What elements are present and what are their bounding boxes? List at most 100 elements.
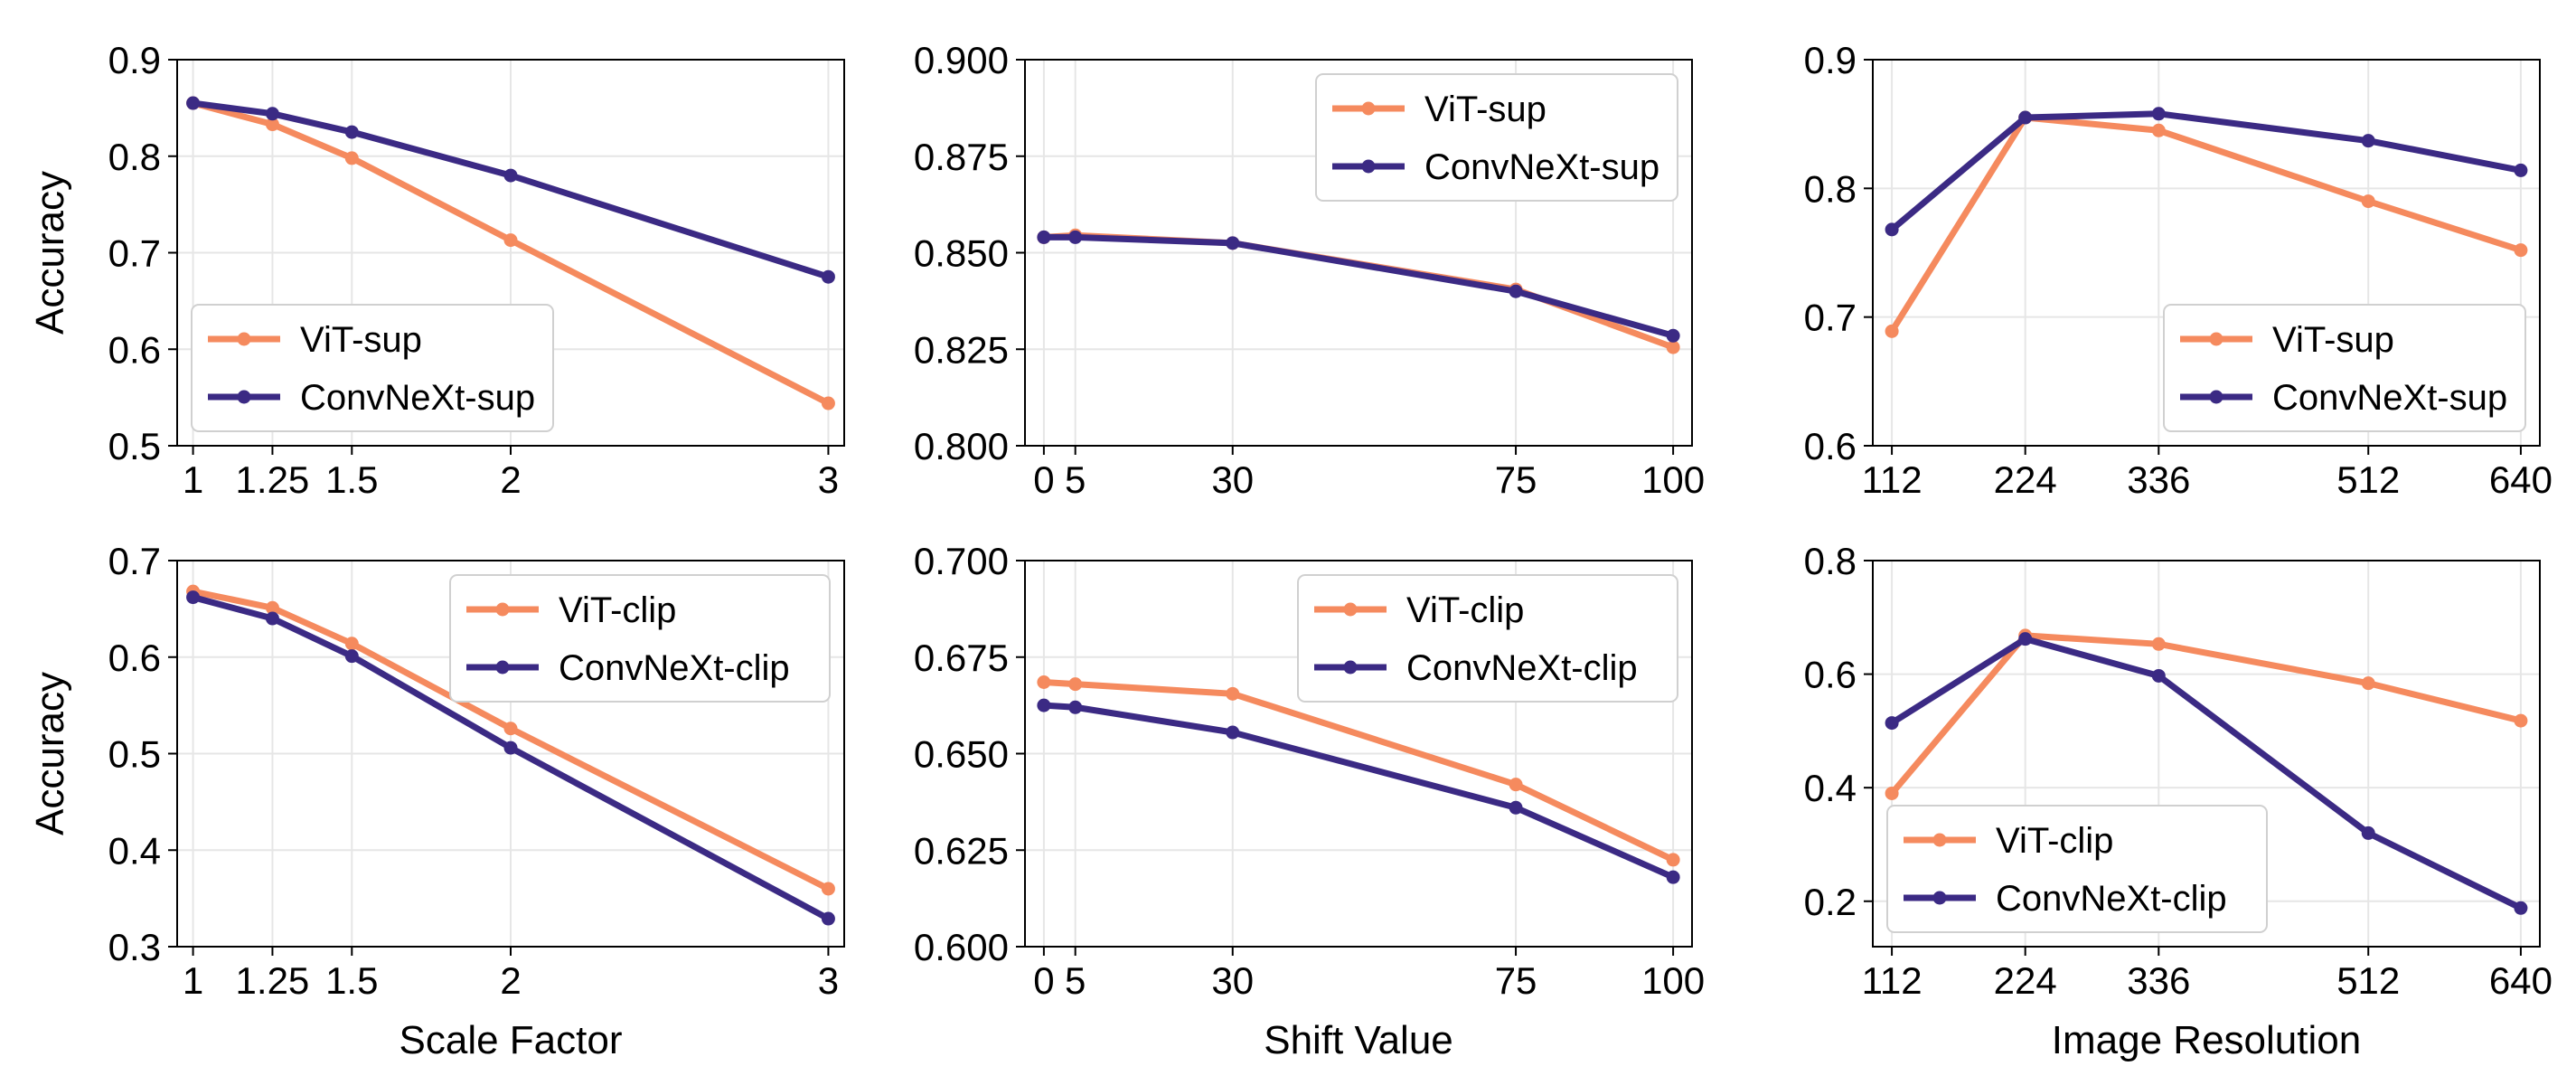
x-tick-label: 112: [1862, 959, 1923, 1002]
data-point-vit: [2514, 713, 2528, 728]
legend-label: ConvNeXt-clip: [1996, 879, 2227, 919]
data-point-convnext: [2151, 107, 2166, 121]
data-point-convnext: [344, 649, 359, 664]
x-axis-label: Image Resolution: [2052, 1018, 2361, 1062]
y-tick-label: 0.9: [108, 39, 161, 81]
legend: ViT-sup ConvNeXt-sup: [191, 304, 554, 432]
data-point-vit: [1666, 853, 1680, 867]
y-tick-label: 0.875: [914, 136, 1009, 178]
x-tick-label: 3: [818, 959, 839, 1002]
legend-swatch-marker: [1343, 602, 1358, 617]
data-point-convnext: [1068, 230, 1083, 244]
chart-panel-6: 0.2 0.4 0.6 0.8 112 224 336 512 640 Image Resolut…: [1804, 540, 2552, 1062]
y-tick-label: 0.625: [914, 829, 1009, 872]
data-point-vit: [503, 233, 518, 248]
x-tick-label: 1: [183, 959, 203, 1002]
legend-swatch-marker: [237, 332, 251, 346]
chart-panel-4: 0.3 0.4 0.5 0.6 0.7 1 1.25 1.5 2 3 Accuracy Scale F…: [28, 540, 845, 1062]
data-point-convnext: [2361, 826, 2375, 840]
data-point-convnext: [2361, 134, 2375, 148]
legend: ViT-sup ConvNeXt-sup: [2163, 304, 2526, 432]
data-point-convnext: [503, 168, 518, 183]
legend: ViT-clip ConvNeXt-clip: [449, 574, 831, 703]
x-tick-label: 1.5: [325, 959, 378, 1002]
legend-swatch-marker: [1361, 159, 1376, 174]
data-point-vit: [1666, 340, 1680, 354]
data-point-vit: [265, 118, 279, 132]
y-tick-label: 0.5: [108, 425, 161, 467]
legend-box: [1297, 574, 1678, 703]
data-point-convnext: [1037, 230, 1051, 244]
legend-swatch-marker: [237, 390, 251, 404]
legend-box: [1315, 73, 1678, 202]
y-tick-label: 0.8: [108, 136, 161, 178]
data-point-convnext: [1885, 222, 1899, 237]
data-point-vit: [1037, 675, 1051, 690]
axes-frame: [1872, 560, 2541, 948]
y-tick-label: 0.850: [914, 232, 1009, 275]
legend: ViT-clip ConvNeXt-clip: [1886, 805, 2268, 933]
data-point-convnext: [344, 125, 359, 139]
legend-box: [449, 574, 831, 703]
y-axis-label: Accuracy: [28, 672, 72, 835]
data-point-vit: [2151, 123, 2166, 137]
x-axis-label: Scale Factor: [400, 1018, 623, 1062]
legend-box: [191, 304, 554, 432]
x-tick-label: 5: [1065, 458, 1086, 501]
y-tick-label: 0.8: [1804, 167, 1857, 210]
legend: ViT-clip ConvNeXt-clip: [1297, 574, 1678, 703]
data-point-convnext: [265, 107, 279, 121]
x-tick-label: 1.5: [325, 458, 378, 501]
y-tick-label: 0.675: [914, 637, 1009, 679]
x-tick-label: 1: [183, 458, 203, 501]
data-point-vit: [344, 637, 359, 651]
data-point-convnext: [2514, 901, 2528, 915]
x-tick-label: 512: [2336, 959, 2400, 1002]
legend-swatch-marker: [2209, 332, 2223, 346]
y-tick-label: 0.825: [914, 328, 1009, 371]
series-line-convnext: [1888, 110, 2524, 233]
data-point-convnext: [821, 269, 835, 284]
y-tick-label: 0.800: [914, 425, 1009, 467]
x-tick-label: 640: [2489, 959, 2552, 1002]
chart-panel-3: 0.6 0.7 0.8 0.9 112 224 336 512 640 ViT-sup ConvNe…: [1804, 39, 2552, 501]
y-tick-label: 0.6: [1804, 425, 1857, 467]
legend-box: [1886, 805, 2268, 933]
chart-panel-2: 0.800 0.825 0.850 0.875 0.900 0 5 30 75 100 ViT-su…: [914, 39, 1705, 501]
legend-label: ConvNeXt-clip: [1406, 648, 1638, 688]
y-tick-label: 0.7: [108, 232, 161, 275]
y-tick-label: 0.900: [914, 39, 1009, 81]
legend-label: ViT-sup: [300, 320, 422, 360]
x-tick-label: 112: [1862, 458, 1923, 501]
legend-label: ConvNeXt-sup: [2272, 378, 2507, 418]
y-tick-label: 0.5: [108, 733, 161, 776]
x-tick-label: 1.25: [236, 959, 310, 1002]
legend-label: ConvNeXt-sup: [1424, 147, 1659, 187]
data-point-vit: [1885, 786, 1899, 800]
data-point-vit: [821, 882, 835, 896]
y-tick-label: 0.7: [108, 540, 161, 582]
data-point-convnext: [1037, 698, 1051, 712]
x-tick-label: 3: [818, 458, 839, 501]
data-point-convnext: [1226, 725, 1240, 740]
data-point-vit: [2361, 676, 2375, 691]
legend-box: [2163, 304, 2526, 432]
y-tick-label: 0.700: [914, 540, 1009, 582]
y-tick-label: 0.6: [108, 637, 161, 679]
data-point-convnext: [1666, 870, 1680, 884]
legend-label: ViT-clip: [559, 590, 676, 630]
data-point-vit: [1068, 677, 1083, 692]
data-point-vit: [344, 151, 359, 165]
data-point-convnext: [2151, 668, 2166, 683]
x-tick-label: 30: [1211, 458, 1254, 501]
x-tick-label: 224: [1994, 458, 2057, 501]
data-point-vit: [2151, 637, 2166, 651]
x-tick-label: 224: [1994, 959, 2057, 1002]
data-point-vit: [1226, 686, 1240, 701]
x-tick-label: 0: [1033, 458, 1054, 501]
y-tick-label: 0.7: [1804, 297, 1857, 339]
legend-swatch-marker: [1361, 101, 1376, 116]
y-tick-label: 0.600: [914, 926, 1009, 968]
data-point-vit: [265, 600, 279, 615]
data-point-convnext: [2018, 110, 2033, 125]
